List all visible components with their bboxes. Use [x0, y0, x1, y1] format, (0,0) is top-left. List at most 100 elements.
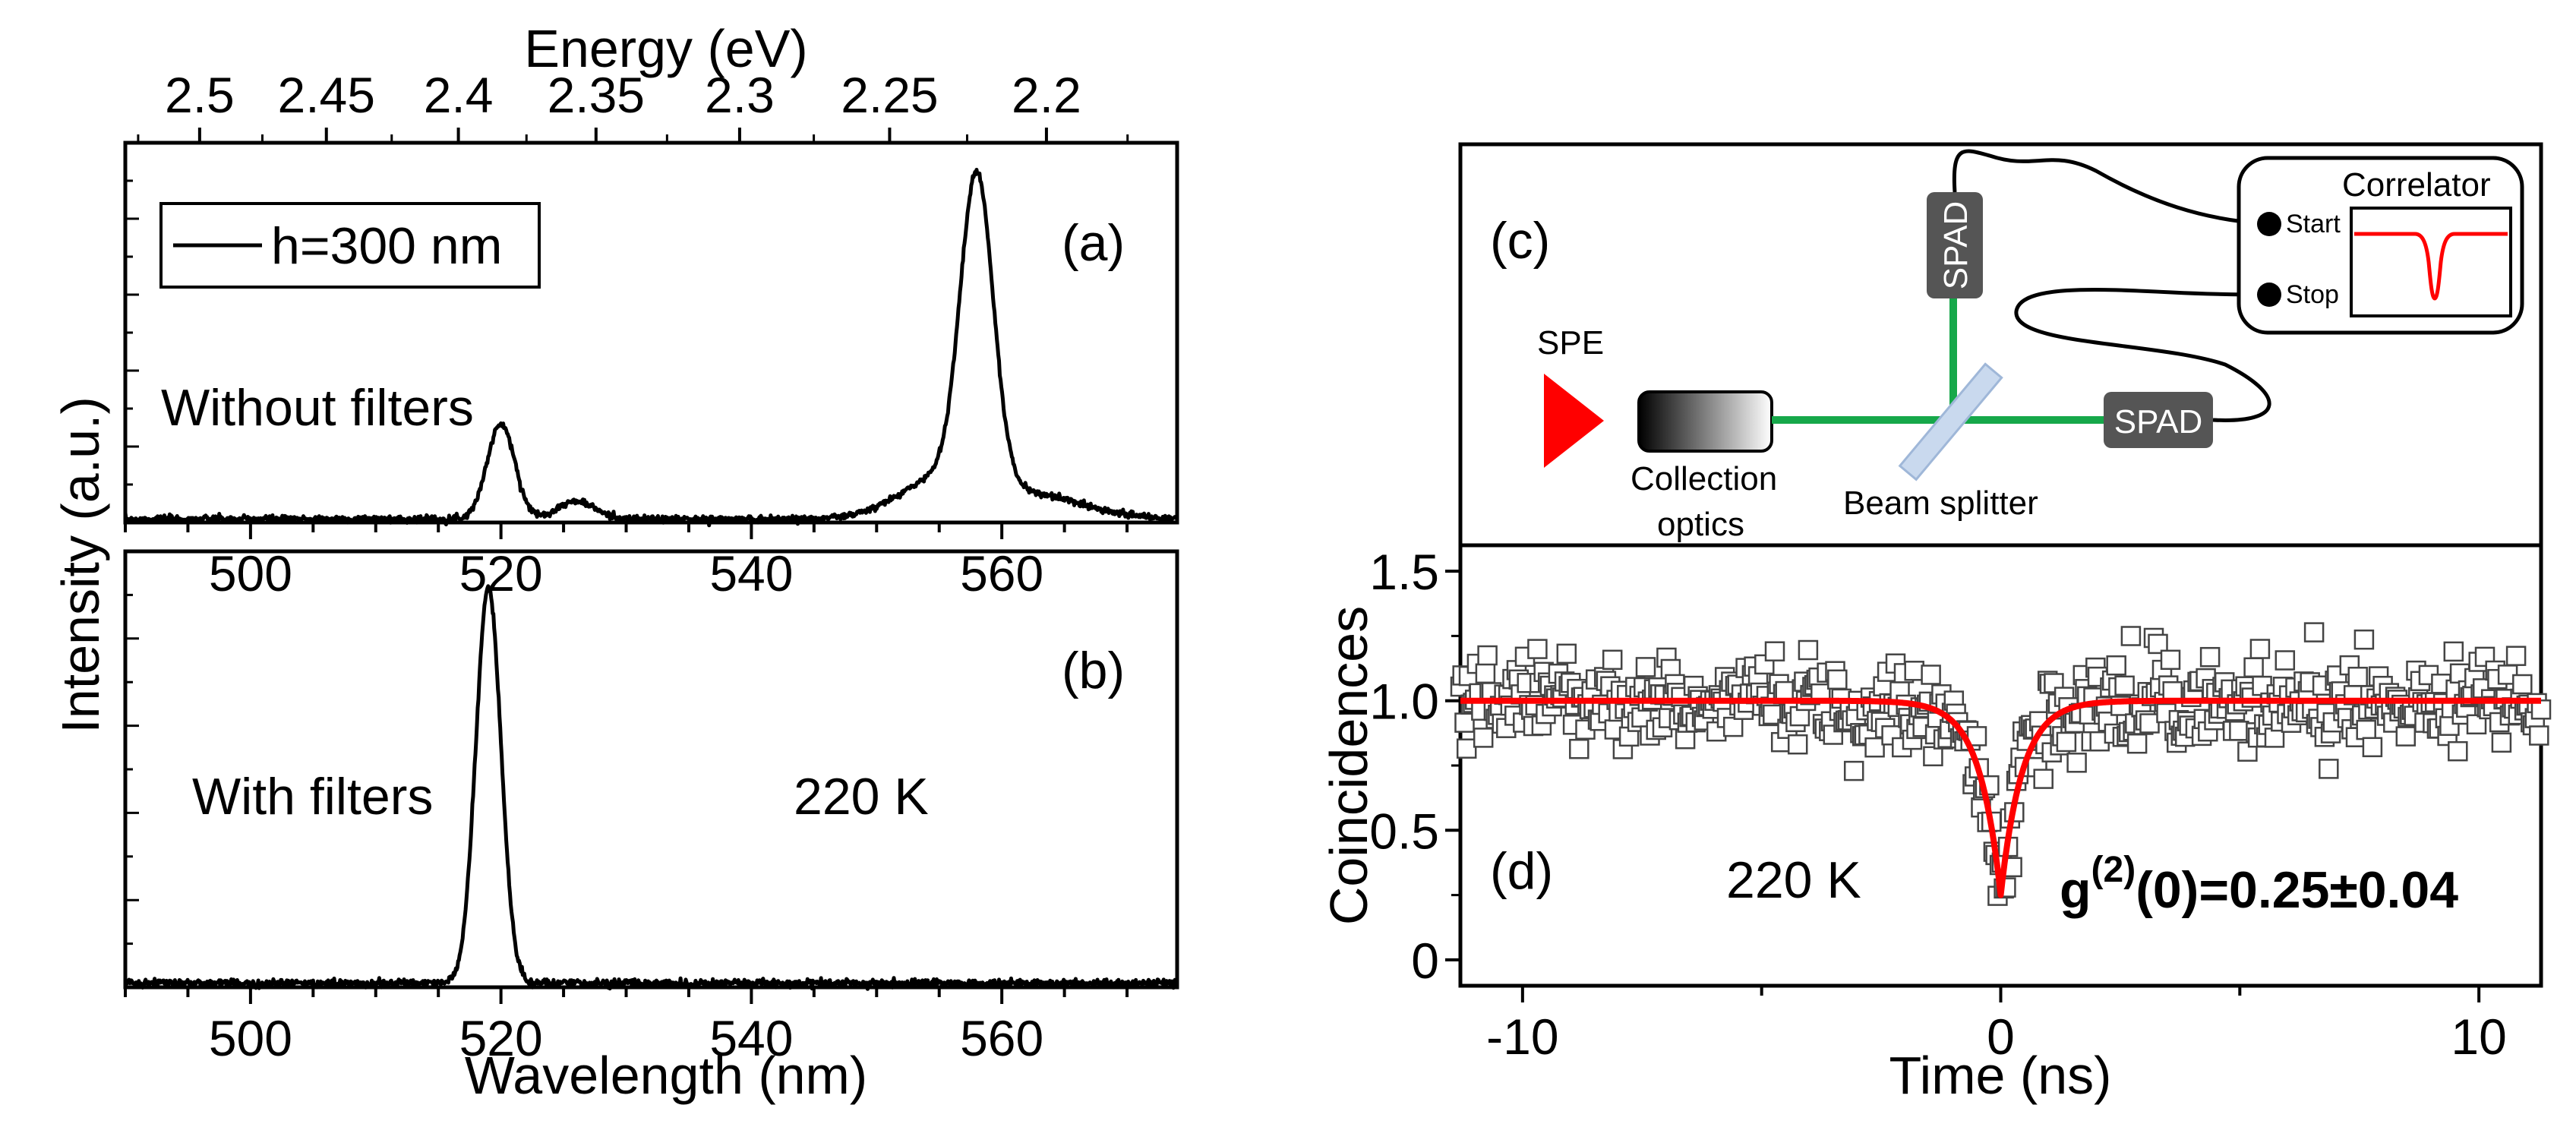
- panel-b-x-axis-title: Wavelength (nm): [465, 1046, 867, 1105]
- coincidence-point: [2199, 646, 2221, 668]
- x-tick-label: 500: [209, 545, 292, 601]
- coincidence-point: [2114, 675, 2135, 696]
- y-tick-label: 0: [1411, 933, 1439, 989]
- panel-a-top-axis: 2.5 2.45 2.4 2.35 2.3 2.25 2.2: [137, 67, 1129, 143]
- coincidence-point: [2229, 721, 2249, 741]
- coincidence-point: [1923, 746, 1943, 767]
- x-tick-label: 540: [709, 545, 793, 601]
- spad-top-detector: [1927, 192, 1983, 298]
- x-tick-label: 500: [209, 1010, 292, 1066]
- coincidence-point: [1798, 639, 1819, 661]
- coincidence-point: [2443, 641, 2464, 662]
- panel-a-frame: [123, 140, 1179, 525]
- collection-optics-icon: [1637, 390, 1773, 453]
- top-tick-label: 2.25: [841, 67, 938, 123]
- coincidence-point: [2303, 622, 2325, 642]
- top-tick-label: 2.2: [1012, 67, 1081, 123]
- top-tick-label: 2.4: [424, 67, 494, 123]
- coincidence-point: [2243, 657, 2264, 678]
- coincidence-point: [1473, 728, 1494, 748]
- coincidence-point: [1527, 639, 1548, 659]
- panel-a-annotation-without-filters: Without filters: [161, 379, 474, 437]
- coincidence-point: [1475, 663, 1496, 684]
- spad-top-label: SPAD: [1937, 201, 1975, 290]
- panel-b-annotation-with-filters: With filters: [192, 768, 433, 826]
- correlator-screen: [2350, 207, 2512, 317]
- x-tick-label: -10: [1486, 1009, 1558, 1065]
- coincidence-point: [2066, 753, 2087, 773]
- panel-d-fit-curve: [1458, 697, 2543, 898]
- top-tick-label: 2.35: [548, 67, 645, 123]
- correlator-title: Correlator: [2342, 166, 2491, 204]
- coincidence-point: [2275, 650, 2296, 671]
- panel-a-left-ticks: [125, 179, 139, 524]
- panel-b-bottom-axis: 500 520 540 560: [124, 987, 1129, 1066]
- panel-d-y-axis-title: Coincidences: [1319, 606, 1378, 925]
- cable-right-spad-to-stop: [2014, 287, 2271, 422]
- x-tick-label: 540: [709, 1010, 793, 1066]
- top-tick-label: 2.3: [705, 67, 775, 123]
- x-tick-label: 560: [960, 545, 1043, 601]
- panel-b-annotation-temperature: 220 K: [794, 768, 929, 826]
- panel-a-spectrum-line: [123, 168, 1179, 528]
- y-tick-label: 1.0: [1369, 674, 1439, 730]
- emitter-label: SPE: [1537, 324, 1604, 361]
- x-tick-label: 520: [459, 545, 543, 601]
- coincidence-point: [2529, 725, 2549, 746]
- emitter-triangle-icon: [1544, 374, 1604, 468]
- coincidence-point: [1454, 712, 1475, 733]
- coincidence-point: [2198, 721, 2218, 742]
- coincidence-point: [2160, 649, 2181, 671]
- panel-c-label: (c): [1490, 212, 1550, 270]
- coincidence-point: [2249, 639, 2271, 659]
- coincidence-point: [2139, 713, 2160, 734]
- panel-b-left-ticks: [125, 593, 139, 989]
- coincidence-point: [2162, 681, 2183, 702]
- cable-top-spad-to-start: [1952, 149, 2270, 226]
- coincidence-point: [1635, 657, 1656, 677]
- panel-b-spectrum-line: [123, 584, 1179, 991]
- coincidence-point: [2347, 666, 2368, 687]
- x-tick-label: 0: [1987, 1009, 2015, 1065]
- coincidence-point: [2362, 737, 2383, 758]
- coincidence-point: [2448, 740, 2468, 762]
- coincidence-point: [1787, 734, 1808, 755]
- start-port-icon: [2257, 212, 2281, 236]
- coincidence-point: [1764, 641, 1785, 661]
- panel-b-label: (b): [1062, 642, 1125, 699]
- coincidence-point: [2319, 759, 2339, 779]
- panel-a: 2.5 2.45 2.4 2.35 2.3 2.25 2.2 Energy (eV) 500…: [123, 19, 1179, 601]
- stop-port-label: Stop: [2286, 280, 2339, 309]
- collection-optics-label-line1: Collection: [1631, 460, 1777, 497]
- panel-d-annotation-temperature: 220 K: [1726, 851, 1861, 909]
- coincidence-point: [2356, 719, 2376, 740]
- coincidence-point: [1843, 760, 1864, 781]
- coincidence-point: [1722, 716, 1744, 737]
- panel-c-schematic: (c) SPE Collection optics Beam splitter …: [1458, 142, 2543, 545]
- coincidence-point: [1775, 680, 1795, 702]
- g2-suffix: (0)=0.25±0.04: [2136, 861, 2458, 919]
- coincidence-point: [2491, 732, 2512, 753]
- coincidence-point: [2505, 646, 2527, 666]
- panel-d-axes: -10 0 10 0 0.5 1.0 1.5: [1369, 544, 2507, 1065]
- coincidence-point: [2126, 733, 2148, 754]
- panel-d-x-axis-title: Time (ns): [1889, 1046, 2112, 1105]
- start-port-label: Start: [2286, 210, 2341, 238]
- coincidence-point: [2033, 769, 2054, 789]
- coincidence-point: [1602, 649, 1623, 671]
- collection-optics-label-line2: optics: [1657, 506, 1744, 543]
- panel-d: -10 0 10 0 0.5 1.0 1.5 (d) 220 K g(2)(0)=0.25±…: [1319, 543, 2552, 1105]
- coincidence-point: [1921, 665, 1941, 685]
- top-tick-label: 2.5: [165, 67, 235, 123]
- coincidence-point: [2120, 626, 2142, 646]
- top-tick-label: 2.45: [278, 67, 375, 123]
- stop-port-icon: [2257, 283, 2281, 307]
- x-tick-label: 520: [459, 1010, 543, 1066]
- coincidence-point: [2106, 655, 2126, 676]
- y-tick-label: 0.5: [1369, 803, 1439, 859]
- coincidence-point: [2395, 726, 2417, 747]
- panel-b: 500 520 540 560 (b) With filters 220 K Wave…: [123, 549, 1179, 1105]
- coincidence-point: [1556, 643, 1577, 665]
- coincidence-point: [1569, 738, 1589, 759]
